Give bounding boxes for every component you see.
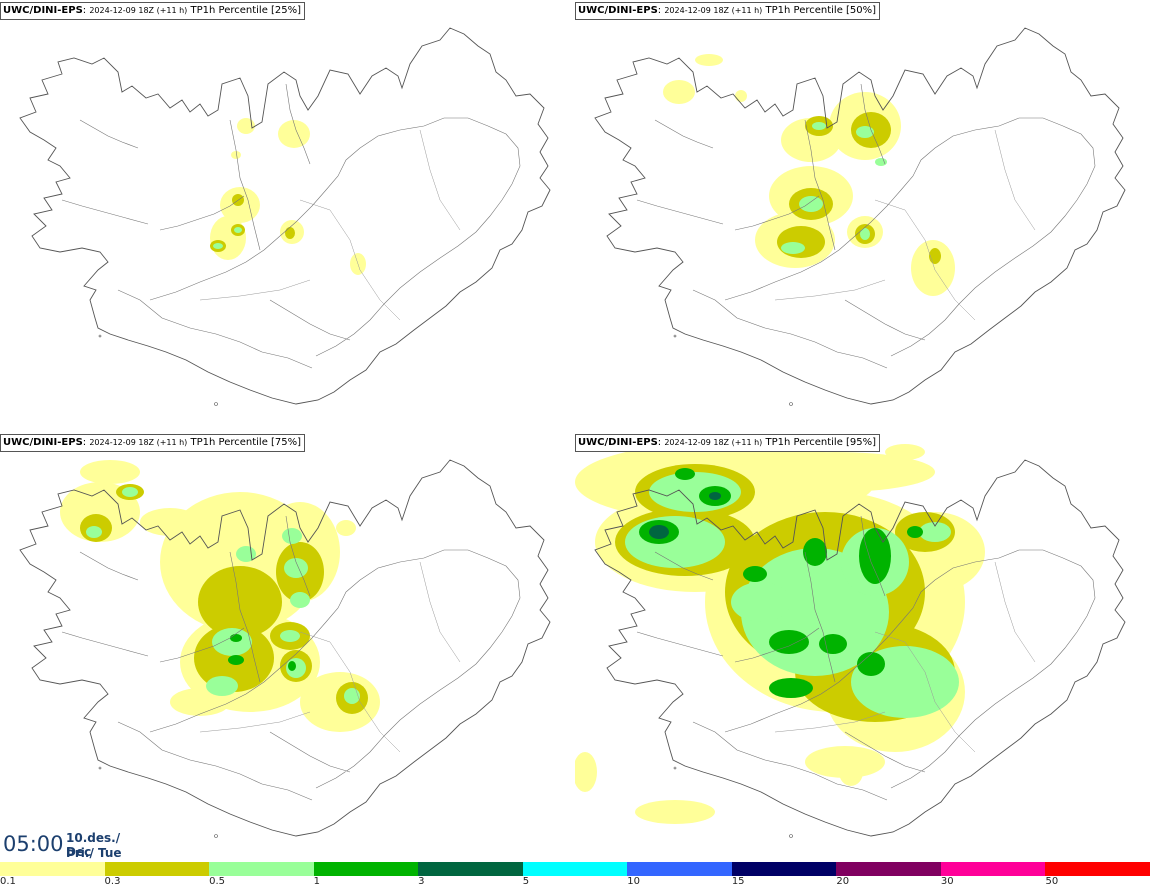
colorbar-segment: [1045, 862, 1150, 876]
colorbar-tick-label: 0.1: [0, 876, 16, 887]
model-name: UWC/DINI-EPS: [3, 437, 83, 448]
run-date: 2024-12-09 18Z (+11 h): [89, 6, 188, 15]
colorbar-segment: [209, 862, 314, 876]
valid-weekday: Þri./ Tue: [66, 846, 122, 860]
colorbar-tick-label: 3: [418, 876, 425, 887]
run-date: 2024-12-09 18Z (+11 h): [664, 6, 763, 15]
colorbar-tick-labels: 0.1 0.3 0.5 1 3 5 10 15 20 30 50: [0, 876, 1150, 891]
precip-map-75: [19, 459, 551, 838]
model-name: UWC/DINI-EPS: [578, 5, 658, 16]
model-name: UWC/DINI-EPS: [3, 5, 83, 16]
precip-map-95: [575, 442, 1126, 838]
colorbar-segment: [940, 862, 1046, 876]
colorbar-segment: [627, 862, 732, 876]
valid-time: 05:00: [3, 832, 64, 856]
precip-map-50: [594, 27, 1126, 406]
panel-title: UWC/DINI-EPS: 2024-12-09 18Z (+11 h) TP1…: [0, 434, 306, 452]
colorbar-tick-label: 0.3: [104, 876, 121, 887]
valid-time-box: 05:00 10.des./ Dec Þri./ Tue: [0, 826, 140, 862]
colorbar-segment: [418, 862, 523, 876]
field-name: TP1h Percentile [75%]: [190, 437, 302, 448]
colorbar-segment: [0, 862, 105, 876]
colorbar-tick-label: 10: [627, 876, 640, 887]
model-name: UWC/DINI-EPS: [578, 437, 658, 448]
run-date: 2024-12-09 18Z (+11 h): [664, 438, 763, 447]
map-panel-95: UWC/DINI-EPS: 2024-12-09 18Z (+11 h) TP1…: [575, 432, 1150, 864]
precip-map-25: [19, 27, 551, 406]
colorbar-tick-label: 20: [836, 876, 850, 887]
colorbar-segment: [836, 862, 941, 876]
field-name: TP1h Percentile [50%]: [765, 5, 877, 16]
panel-title: UWC/DINI-EPS: 2024-12-09 18Z (+11 h) TP1…: [575, 434, 881, 452]
colorbar-tick-label: 50: [1045, 876, 1059, 887]
panel-title: UWC/DINI-EPS: 2024-12-09 18Z (+11 h) TP1…: [0, 2, 306, 20]
colorbar-segment: [313, 862, 419, 876]
colorbar-tick-label: 15: [731, 876, 745, 887]
colorbar-tick-label: 1: [313, 876, 320, 887]
run-date: 2024-12-09 18Z (+11 h): [89, 438, 188, 447]
colorbar-tick-label: 30: [940, 876, 954, 887]
field-name: TP1h Percentile [95%]: [765, 437, 877, 448]
colorbar-segment: [522, 862, 628, 876]
map-panel-50: UWC/DINI-EPS: 2024-12-09 18Z (+11 h) TP1…: [575, 0, 1150, 432]
colorbar-tick-label: 0.5: [209, 876, 225, 887]
colorbar-tick-label: 5: [522, 876, 530, 887]
valid-date: 10.des./ Dec: [66, 831, 121, 859]
field-name: TP1h Percentile [25%]: [190, 5, 302, 16]
precip-colorbar: [0, 862, 1150, 876]
map-panel-75: UWC/DINI-EPS: 2024-12-09 18Z (+11 h) TP1…: [0, 432, 575, 864]
colorbar-segment: [731, 862, 837, 876]
map-panel-25: UWC/DINI-EPS: 2024-12-09 18Z (+11 h) TP1…: [0, 0, 575, 432]
colorbar-segment: [104, 862, 210, 876]
panel-title: UWC/DINI-EPS: 2024-12-09 18Z (+11 h) TP1…: [575, 2, 881, 20]
